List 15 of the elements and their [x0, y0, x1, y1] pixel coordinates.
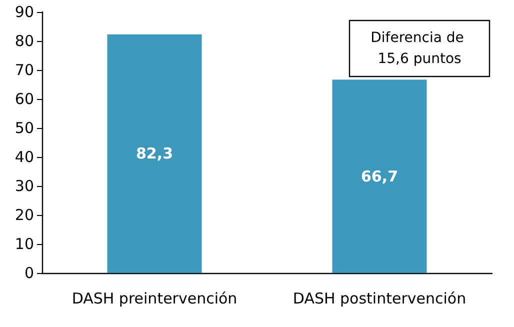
y-tick-label: 60: [14, 90, 34, 108]
y-tick-label: 50: [14, 119, 34, 137]
y-tick-label: 90: [14, 3, 34, 21]
x-tick-label: DASH preintervención: [72, 290, 238, 308]
x-tick-label: DASH postintervención: [292, 290, 466, 308]
y-tick-label: 40: [14, 148, 34, 166]
data-label: 66,7: [360, 167, 398, 186]
y-tick-label: 10: [14, 235, 34, 253]
y-tick-label: 0: [24, 264, 34, 282]
y-tick-label: 70: [14, 61, 34, 79]
y-tick-label: 20: [14, 206, 34, 224]
annotation: Diferencia de 15,6 puntos: [370, 30, 468, 67]
data-label: 82,3: [136, 144, 174, 163]
y-tick-label: 30: [14, 177, 34, 195]
y-tick-label: 80: [14, 32, 34, 50]
